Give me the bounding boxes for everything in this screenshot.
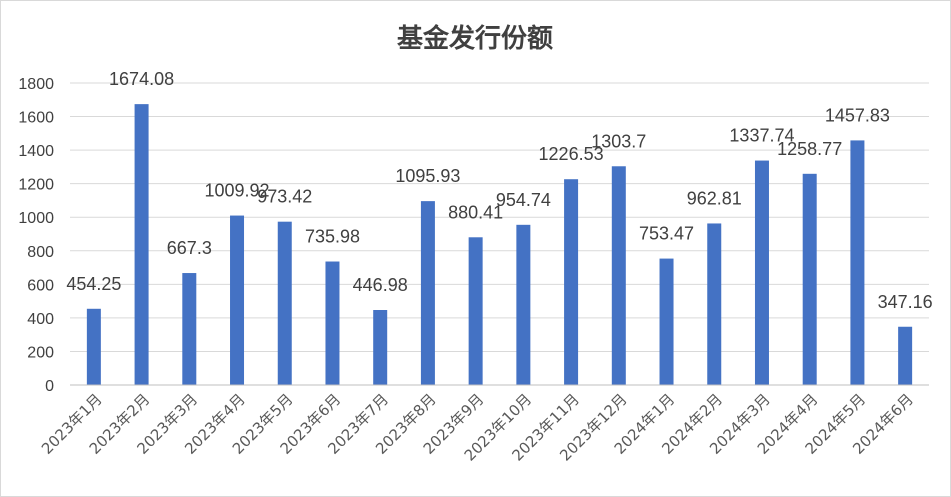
bar xyxy=(802,173,817,385)
bar xyxy=(182,273,197,385)
data-label: 735.98 xyxy=(305,227,360,247)
gridlines xyxy=(70,82,929,352)
x-axis-ticks: 2023年1月2023年2月2023年3月2023年4月2023年5月2023年… xyxy=(38,390,917,464)
data-label: 1226.53 xyxy=(539,144,604,164)
bar xyxy=(277,221,292,385)
bar xyxy=(898,326,913,385)
data-label: 753.47 xyxy=(639,224,694,244)
y-tick-label: 600 xyxy=(27,277,54,294)
data-label: 1009.92 xyxy=(204,181,269,201)
y-axis-ticks: 0 200 400 600 800 1000 1200 1400 1600 1800 xyxy=(18,76,54,395)
y-tick-label: 400 xyxy=(27,311,54,328)
y-tick-label: 1800 xyxy=(18,76,54,93)
y-tick-label: 200 xyxy=(27,344,54,361)
data-label: 1258.77 xyxy=(777,139,842,159)
y-tick-label: 1600 xyxy=(18,110,54,127)
bar xyxy=(516,224,531,385)
bar xyxy=(86,308,101,385)
data-label: 1674.08 xyxy=(109,69,174,89)
data-label: 1337.74 xyxy=(729,126,794,146)
data-label: 1457.83 xyxy=(825,105,890,125)
y-tick-label: 0 xyxy=(45,378,54,395)
data-label: 1303.7 xyxy=(591,131,646,151)
y-tick-label: 1400 xyxy=(18,143,54,160)
chart-title: 基金发行份额 xyxy=(397,23,553,54)
bar xyxy=(707,223,722,385)
bar xyxy=(611,166,626,385)
data-label: 962.81 xyxy=(687,188,742,208)
bar xyxy=(373,310,388,385)
bar xyxy=(659,258,674,385)
y-tick-label: 1000 xyxy=(18,210,54,227)
data-label: 954.74 xyxy=(496,190,551,210)
data-label: 667.3 xyxy=(167,238,212,258)
data-label: 1095.93 xyxy=(395,166,460,186)
bar xyxy=(325,261,340,385)
y-tick-label: 1200 xyxy=(18,177,54,194)
bar xyxy=(230,215,245,385)
bar xyxy=(468,237,483,385)
y-tick-label: 800 xyxy=(27,244,54,261)
bar xyxy=(850,140,865,385)
bar xyxy=(564,179,579,385)
data-label: 880.41 xyxy=(448,202,503,222)
bar xyxy=(134,104,149,385)
data-label: 446.98 xyxy=(353,275,408,295)
data-label: 347.16 xyxy=(878,292,933,312)
data-label: 454.25 xyxy=(66,274,121,294)
bars xyxy=(86,104,913,385)
bar xyxy=(754,160,769,385)
bar xyxy=(420,201,435,385)
data-label: 973.42 xyxy=(257,187,312,207)
